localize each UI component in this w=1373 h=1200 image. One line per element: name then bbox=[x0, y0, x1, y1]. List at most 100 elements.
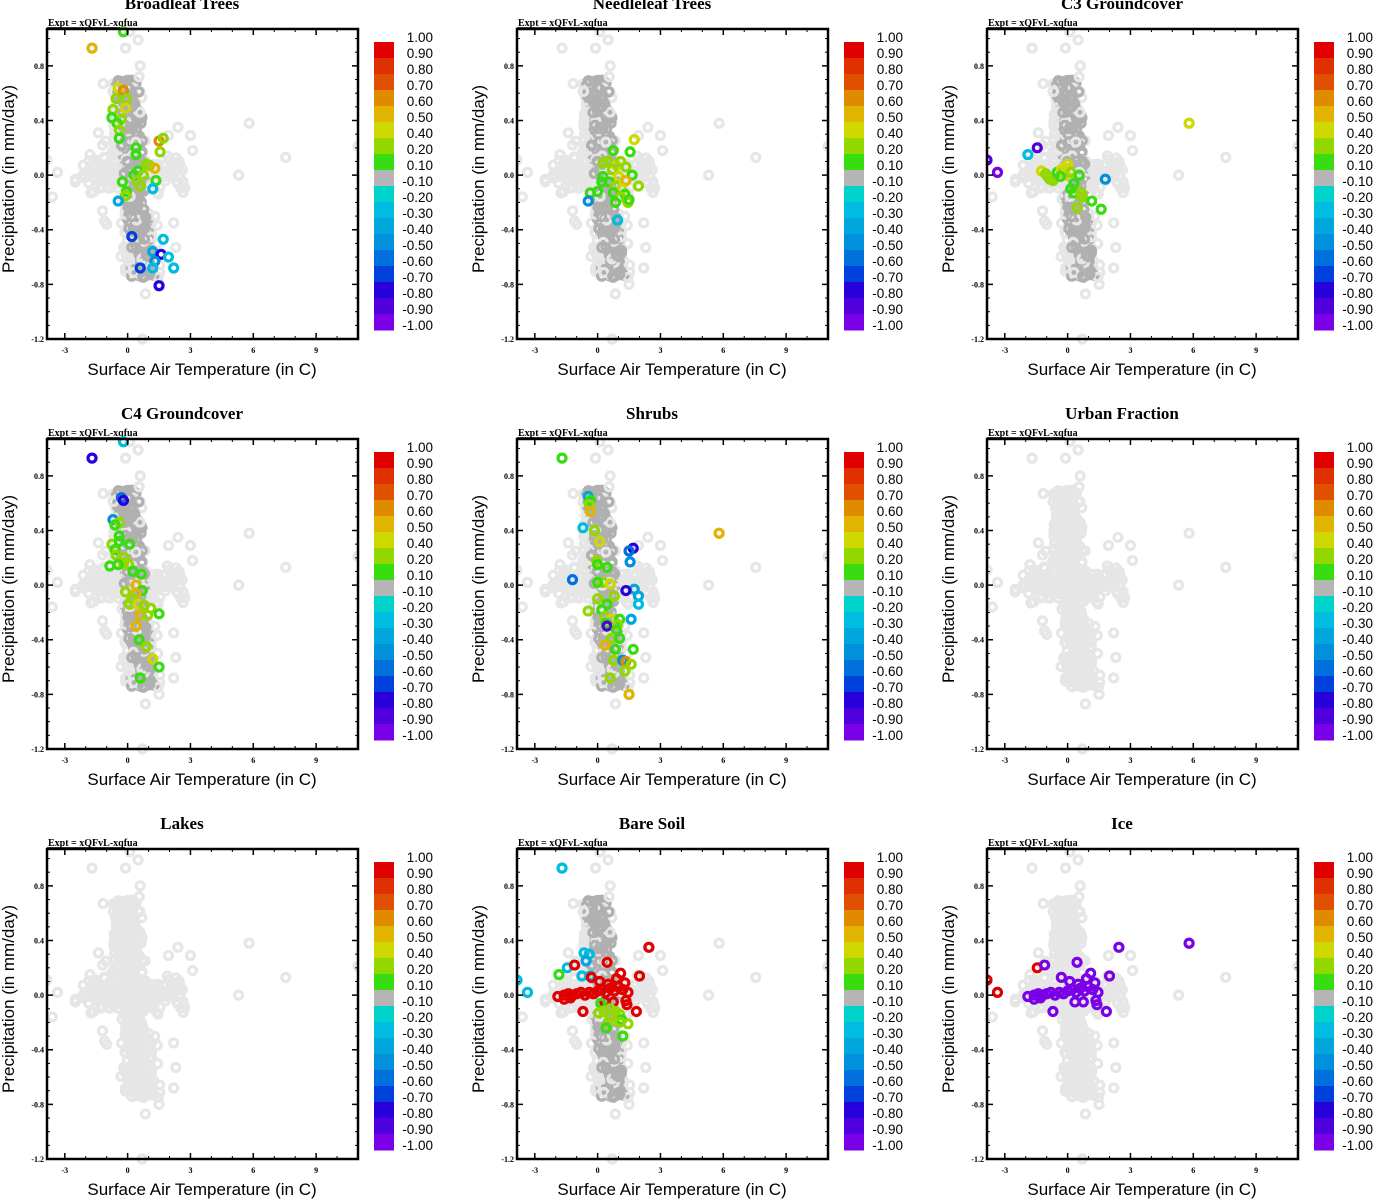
highlight-point bbox=[614, 632, 626, 644]
neutral-point bbox=[1076, 155, 1089, 167]
neutral-point bbox=[607, 271, 619, 283]
y-axis-label: Precipitation (in mm/day) bbox=[0, 495, 18, 683]
background-point bbox=[84, 149, 96, 161]
background-point bbox=[1009, 173, 1021, 185]
background-point bbox=[1072, 34, 1084, 46]
neutral-point bbox=[610, 249, 622, 261]
colorbar-label: -0.90 bbox=[402, 712, 433, 727]
background-point bbox=[987, 601, 998, 613]
colorbar-label: 0.10 bbox=[1347, 158, 1373, 173]
colorbar-segment bbox=[844, 186, 864, 203]
colorbar-segment bbox=[844, 106, 864, 123]
highlight-point bbox=[119, 102, 132, 114]
panel-title: Shrubs bbox=[626, 404, 678, 423]
colorbar-segment bbox=[844, 580, 864, 597]
colorbar: 1.000.900.800.700.600.500.400.200.10-0.1… bbox=[374, 30, 433, 333]
background-point bbox=[1059, 262, 1072, 274]
colorbar-segment bbox=[374, 564, 394, 581]
colorbar-segment bbox=[374, 282, 394, 299]
highlight-point bbox=[608, 590, 620, 602]
colorbar-label: 0.60 bbox=[877, 94, 903, 109]
background-point bbox=[92, 127, 104, 139]
highlight-point bbox=[147, 262, 159, 274]
neutral-point bbox=[137, 271, 149, 283]
background-point bbox=[1126, 554, 1139, 567]
colorbar-segment bbox=[374, 266, 394, 283]
colorbar-label: 0.50 bbox=[407, 520, 433, 535]
colorbar-segment bbox=[374, 154, 394, 171]
neutral-point bbox=[587, 96, 599, 109]
background-point bbox=[562, 537, 574, 549]
colorbar-label: -0.40 bbox=[1342, 222, 1373, 237]
background-point bbox=[1073, 71, 1085, 83]
background-point bbox=[554, 559, 566, 571]
colorbar-segment bbox=[374, 106, 394, 123]
background-point bbox=[79, 171, 92, 184]
neutral-point bbox=[137, 681, 149, 693]
colorbar-label: 0.40 bbox=[1347, 126, 1373, 141]
background-point bbox=[549, 581, 562, 594]
background-point bbox=[1093, 688, 1105, 700]
colorbar-label: 0.70 bbox=[1347, 78, 1373, 93]
colorbar-segment bbox=[844, 138, 864, 155]
background-point bbox=[168, 672, 180, 684]
neutral-point bbox=[131, 130, 143, 142]
highlight-point bbox=[109, 544, 121, 556]
y-axis-label: Precipitation (in mm/day) bbox=[939, 85, 958, 273]
background-point bbox=[186, 144, 199, 157]
experiment-label: Expt = xQFvL-xqfua bbox=[988, 18, 1078, 29]
background-point bbox=[134, 516, 146, 528]
colorbar-segment bbox=[1314, 298, 1334, 315]
neutral-point bbox=[1079, 222, 1091, 234]
colorbar-segment bbox=[844, 170, 864, 187]
background-point bbox=[176, 574, 188, 586]
background-point bbox=[150, 580, 162, 592]
background-point bbox=[547, 159, 559, 171]
highlight-point bbox=[157, 132, 169, 144]
colorbar-segment bbox=[844, 266, 864, 283]
highlight-point bbox=[597, 157, 609, 169]
background-point bbox=[654, 539, 667, 552]
neutral-point bbox=[1059, 119, 1071, 131]
colorbar-segment bbox=[844, 676, 864, 693]
neutral-point bbox=[128, 97, 141, 110]
background-point bbox=[604, 470, 616, 482]
colorbar-segment bbox=[844, 468, 864, 485]
background-point bbox=[1062, 492, 1074, 504]
y-tick-label: 0.8 bbox=[504, 472, 514, 481]
highlight-point bbox=[1076, 191, 1088, 203]
highlight-point bbox=[116, 176, 128, 188]
highlight-point bbox=[1031, 142, 1043, 154]
colorbar-label: -0.90 bbox=[402, 302, 433, 317]
highlight-point bbox=[624, 146, 636, 158]
colorbar-segment bbox=[844, 596, 864, 613]
background-point bbox=[101, 218, 113, 230]
background-point bbox=[132, 444, 144, 456]
colorbar-label: 0.10 bbox=[407, 158, 433, 173]
highlight-point bbox=[713, 527, 725, 539]
colorbar-label: 0.50 bbox=[877, 110, 903, 125]
background-point bbox=[578, 557, 590, 569]
y-tick-label: -0.8 bbox=[971, 280, 984, 289]
highlight-point bbox=[592, 559, 604, 571]
highlight-point bbox=[86, 452, 98, 464]
x-tick-label: 6 bbox=[251, 346, 255, 355]
background-point bbox=[1009, 583, 1021, 595]
x-tick-label: -3 bbox=[1001, 346, 1008, 355]
highlight-point bbox=[130, 620, 142, 632]
colorbar-label: -0.10 bbox=[872, 584, 903, 599]
background-point bbox=[84, 559, 96, 571]
background-point bbox=[1064, 26, 1076, 38]
colorbar-segment bbox=[1314, 74, 1334, 91]
background-point bbox=[567, 487, 579, 500]
background-point bbox=[1101, 560, 1114, 572]
background-point bbox=[642, 121, 654, 133]
y-tick-label: 0.4 bbox=[34, 526, 44, 535]
scatter-points bbox=[47, 26, 358, 345]
highlight-point bbox=[134, 262, 146, 274]
background-point bbox=[656, 144, 669, 157]
highlight-point bbox=[609, 643, 622, 655]
colorbar-segment bbox=[374, 708, 394, 725]
